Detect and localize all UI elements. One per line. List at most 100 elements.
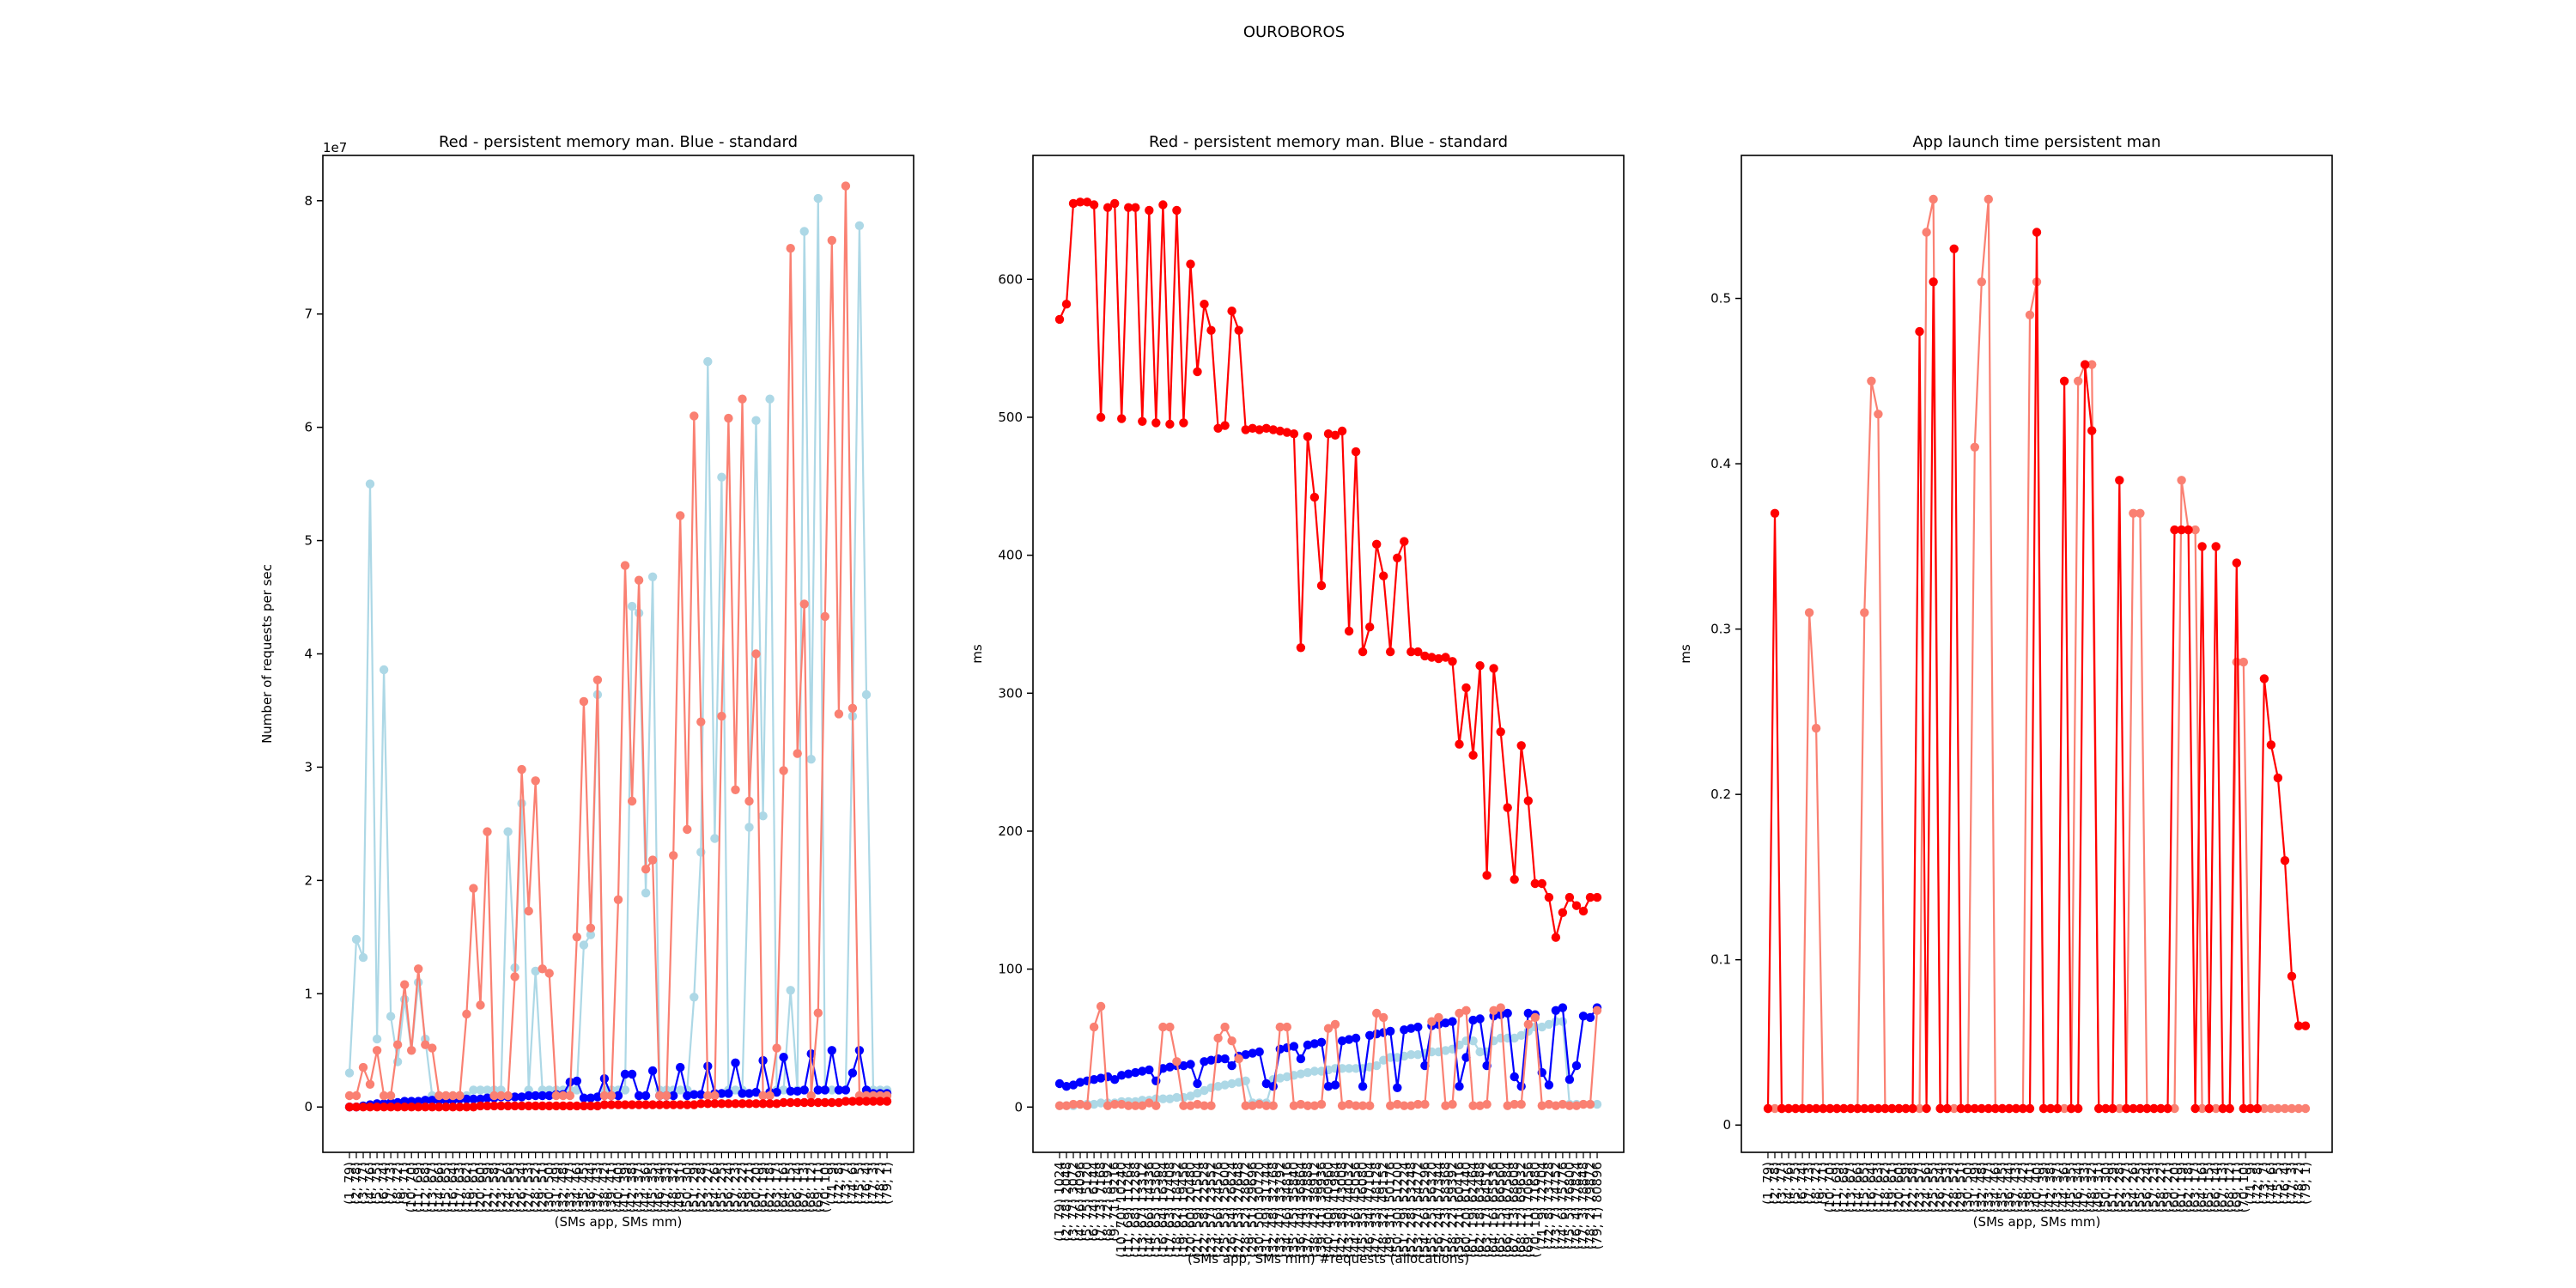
data-point — [1372, 539, 1382, 549]
data-point — [1268, 1082, 1279, 1091]
data-point — [1248, 1048, 1257, 1058]
data-point — [1138, 416, 1147, 426]
x-tick-label: (55, 25) — [2132, 1162, 2148, 1212]
data-point — [358, 1062, 368, 1072]
x-tick-label: (39, 41) — [604, 1162, 619, 1212]
data-point — [2136, 1103, 2145, 1114]
data-point — [538, 964, 547, 974]
data-point — [779, 1097, 788, 1108]
x-tick-label: (47, 33) — [2077, 1162, 2093, 1212]
data-point — [1468, 750, 1478, 760]
x-tick-label: (26, 54) 26624 — [1224, 1162, 1240, 1258]
x-tick-label: (17, 63) — [1870, 1162, 1886, 1212]
data-point — [1811, 723, 1821, 733]
data-point — [441, 1103, 451, 1112]
x-tick-label: (42, 38) 43008 — [1334, 1162, 1350, 1258]
data-point — [1832, 1103, 1842, 1114]
data-point — [538, 1101, 547, 1111]
x-tick-label: (56, 24) 57344 — [1431, 1162, 1446, 1258]
data-point — [606, 1091, 617, 1101]
data-point — [1393, 1099, 1402, 1109]
data-point — [1179, 418, 1188, 428]
data-point — [717, 711, 726, 721]
data-point — [841, 181, 851, 191]
data-point — [690, 993, 699, 1002]
data-point — [751, 1099, 761, 1109]
data-point — [1475, 661, 1485, 671]
y-tick-label: 100 — [998, 962, 1023, 977]
x-tick-label: (15, 65) — [1856, 1162, 1872, 1212]
data-point — [1220, 1054, 1230, 1064]
x-tick-label: (71, 9) — [824, 1162, 840, 1205]
data-point — [627, 1069, 637, 1079]
data-point — [1441, 1101, 1450, 1110]
y-scale-label: 1e7 — [323, 140, 347, 155]
data-point — [421, 1096, 430, 1105]
x-tick-label: (21, 59) — [479, 1162, 495, 1212]
data-point — [2115, 476, 2124, 485]
data-point — [1309, 492, 1320, 502]
data-point — [1427, 1017, 1437, 1026]
data-point — [1510, 874, 1519, 884]
x-tick-label: (38, 42) 38912 — [1307, 1162, 1322, 1258]
data-point — [1179, 1101, 1188, 1110]
figure-title: OUROBOROS — [1243, 23, 1345, 41]
data-point — [806, 755, 816, 764]
x-tick-label: (62, 18) — [762, 1162, 778, 1212]
data-point — [1448, 657, 1457, 666]
data-point — [1227, 1078, 1236, 1089]
data-point — [1289, 1042, 1299, 1051]
x-tick-label: (5, 75) — [369, 1162, 385, 1205]
data-point — [1344, 1099, 1354, 1109]
y-tick-label: 600 — [998, 271, 1023, 287]
x-tick-label: (51, 29) — [2105, 1162, 2120, 1212]
x-tick-label: (35, 45) 35840 — [1286, 1162, 1302, 1258]
data-point — [1544, 892, 1554, 902]
x-tick-label: (49, 31) 50176 — [1382, 1162, 1398, 1258]
data-point — [1400, 1025, 1409, 1035]
data-point — [496, 1101, 506, 1111]
data-point — [1455, 1008, 1464, 1018]
data-point — [1054, 1078, 1065, 1089]
data-point — [1275, 1073, 1285, 1083]
data-point — [1054, 314, 1065, 325]
x-tick-label: (61, 19) — [756, 1162, 771, 1212]
x-tick-label: (41, 39) — [617, 1162, 633, 1212]
data-point — [703, 356, 713, 367]
data-point — [848, 1068, 858, 1078]
data-point — [1241, 1076, 1250, 1086]
data-point — [1200, 1101, 1209, 1110]
data-point — [1186, 1091, 1195, 1101]
data-point — [799, 227, 809, 236]
data-point — [544, 969, 554, 978]
data-point — [1516, 1082, 1526, 1091]
data-point — [717, 1099, 726, 1109]
data-point — [462, 1009, 471, 1019]
x-tick-label: (61, 19) — [2174, 1162, 2190, 1212]
data-point — [1929, 277, 1938, 287]
data-point — [1261, 423, 1272, 433]
data-point — [1200, 1057, 1209, 1066]
x-tick-label: (18, 62) 18432 — [1169, 1162, 1184, 1258]
x-tick-label: (32, 48) — [556, 1162, 571, 1212]
data-point — [1289, 1101, 1299, 1110]
x-tick-label: (19, 61) 19456 — [1176, 1162, 1191, 1258]
x-tick-label: (12, 68) 12288 — [1127, 1162, 1143, 1258]
data-point — [1158, 1022, 1168, 1032]
x-tick-label: (15, 65) 15360 — [1148, 1162, 1163, 1258]
data-point — [510, 972, 519, 981]
data-point — [1068, 198, 1078, 209]
data-point — [1496, 1003, 1505, 1012]
x-tick-label: (37, 43) 37888 — [1300, 1162, 1315, 1258]
data-point — [1158, 200, 1168, 210]
data-point — [2211, 542, 2221, 551]
data-point — [1455, 739, 1464, 749]
x-tick-label: (54, 26) — [707, 1162, 722, 1212]
data-point — [351, 1103, 361, 1112]
x-tick-label: (30, 50) — [542, 1162, 557, 1212]
y-tick-label: 500 — [998, 410, 1023, 425]
data-point — [503, 1101, 513, 1111]
data-point — [579, 1101, 589, 1111]
x-tick-label: (58, 22) — [2153, 1162, 2168, 1212]
data-point — [2293, 1021, 2304, 1030]
